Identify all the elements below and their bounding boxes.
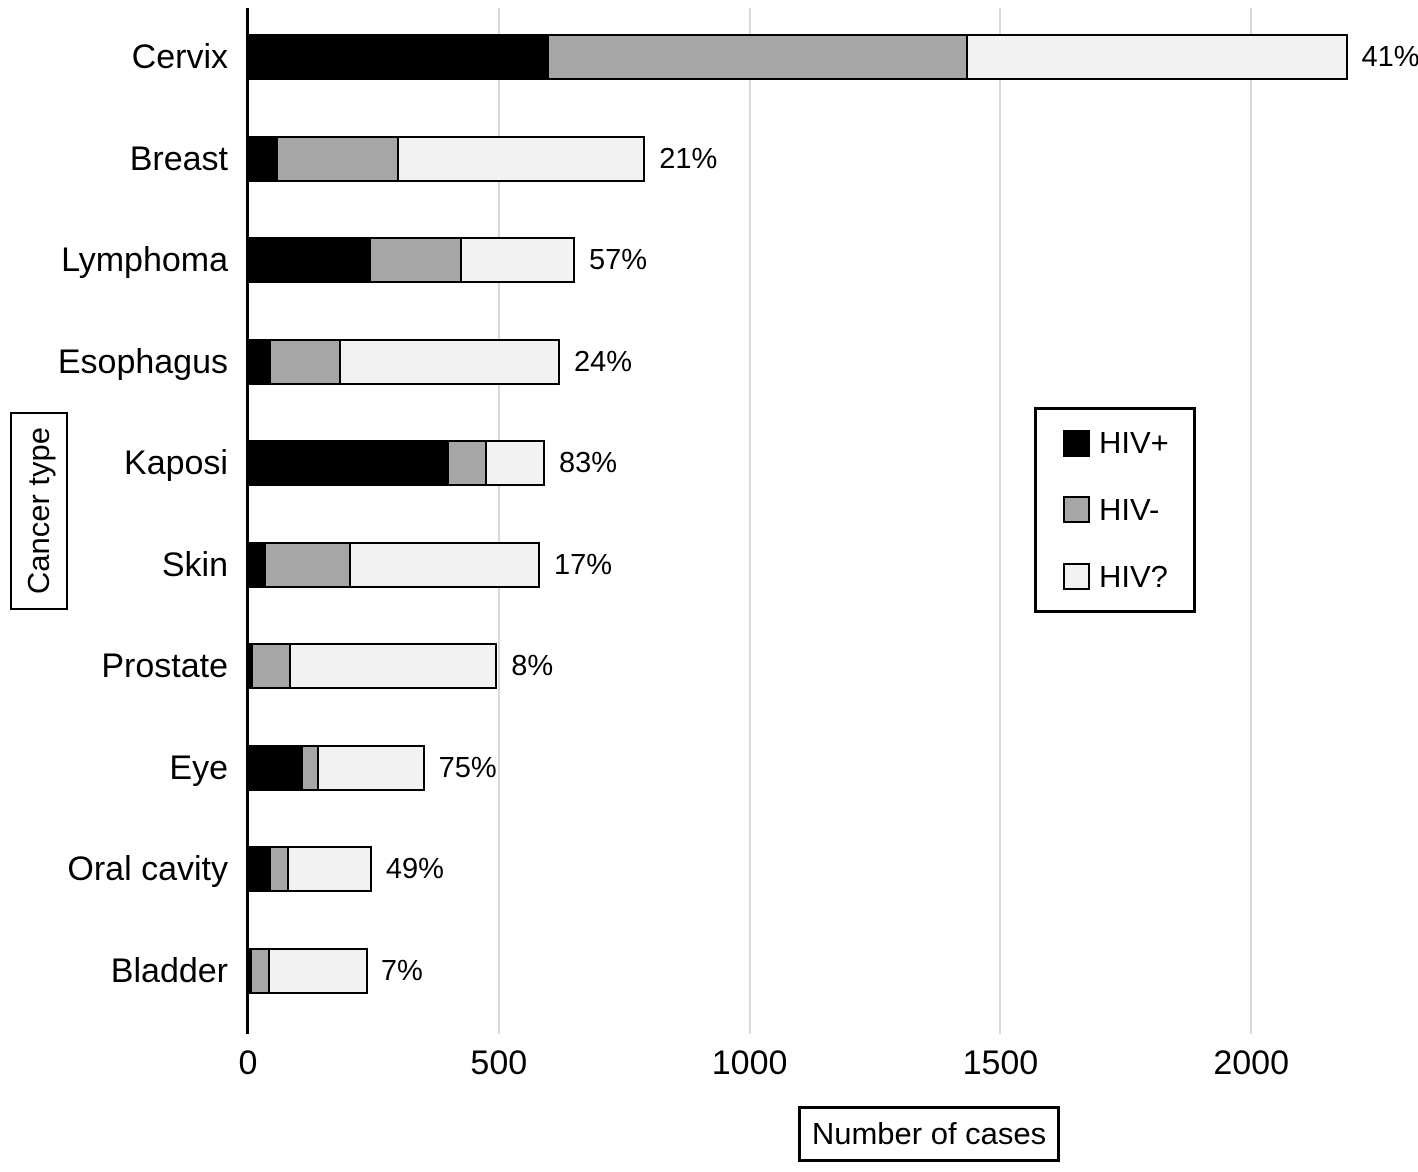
category-label-prostate: Prostate	[101, 647, 228, 685]
bar-row-prostate	[248, 643, 498, 689]
bar-row-cervix	[248, 34, 1348, 80]
x-tick-label-500: 500	[470, 1044, 528, 1082]
legend-label-hiv-unknown: HIV?	[1099, 558, 1168, 594]
bar-segment-hivunk	[268, 947, 369, 994]
bar-segment-hivunk	[966, 34, 1348, 80]
bar-segment-hivunk	[289, 643, 498, 689]
bar-segment-hivpos	[248, 237, 371, 283]
category-label-eye: Eye	[169, 748, 228, 787]
bar-row-eye	[248, 744, 425, 791]
bar-segment-hivneg	[263, 541, 352, 588]
x-axis-title-box: Number of cases	[798, 1106, 1060, 1162]
bar-row-bladder	[248, 947, 369, 994]
category-label-cervix: Cervix	[131, 38, 228, 76]
bar-row-breast	[248, 135, 646, 182]
bar-segment-hivunk	[349, 541, 540, 588]
legend-item-hiv-positive: HIV+	[1063, 425, 1193, 461]
category-label-oral-cavity: Oral cavity	[67, 850, 228, 888]
bar-segment-hivunk	[286, 846, 372, 892]
y-axis-line	[246, 8, 249, 1034]
bar-segment-hivneg	[250, 947, 271, 994]
category-label-kaposi: Kaposi	[124, 444, 228, 482]
x-tick-label-0: 0	[238, 1044, 258, 1082]
category-label-lymphoma: Lymphoma	[61, 241, 228, 279]
x-tick-label-1000: 1000	[711, 1044, 788, 1082]
category-label-breast: Breast	[129, 139, 228, 178]
bar-segment-hivneg	[251, 643, 292, 689]
bar-segment-hivneg	[546, 34, 969, 80]
x-tick-label-1500: 1500	[962, 1044, 1039, 1082]
bar-segment-hivpos	[248, 34, 549, 80]
bar-segment-hivpos	[248, 440, 449, 486]
legend-swatch-hiv-positive-icon	[1063, 429, 1090, 457]
bar-segment-hivneg	[276, 135, 399, 182]
gridline-1000	[748, 8, 751, 1034]
category-label-bladder: Bladder	[110, 951, 228, 990]
bar-row-lymphoma	[248, 237, 576, 283]
bar-value-label-prostate: 8%	[511, 650, 554, 682]
bar-row-kaposi	[248, 440, 545, 486]
bar-segment-hivunk	[484, 440, 545, 486]
bar-segment-hivneg	[368, 237, 462, 283]
bar-segment-hivunk	[396, 135, 646, 182]
legend-swatch-hiv-unknown-icon	[1063, 563, 1090, 591]
gridline-2000	[1250, 8, 1253, 1034]
bar-segment-hivunk	[316, 744, 425, 791]
y-axis-title-box: Cancer type	[10, 412, 68, 610]
bar-segment-hivpos	[248, 846, 271, 892]
bar-segment-hivpos	[248, 135, 279, 182]
category-label-skin: Skin	[161, 545, 228, 584]
x-axis-title: Number of cases	[811, 1116, 1047, 1151]
bar-row-oral-cavity	[248, 846, 372, 892]
legend-item-hiv-negative: HIV-	[1063, 492, 1193, 528]
legend-label-hiv-negative: HIV-	[1099, 491, 1160, 527]
bar-value-label-esophagus: 24%	[574, 345, 633, 378]
legend-item-hiv-unknown: HIV?	[1063, 559, 1193, 595]
gridline-1500	[999, 8, 1002, 1034]
legend-label-hiv-positive: HIV+	[1099, 425, 1169, 461]
bar-segment-hivpos	[248, 744, 304, 791]
bar-segment-hivneg	[268, 338, 342, 385]
bar-row-skin	[248, 541, 540, 588]
bar-segment-hivneg	[268, 846, 289, 892]
bar-value-label-kaposi: 83%	[558, 447, 617, 479]
x-tick-label-2000: 2000	[1213, 1044, 1289, 1082]
bar-row-esophagus	[248, 338, 560, 385]
gridline-500	[497, 8, 500, 1034]
bar-segment-hivneg	[446, 440, 487, 486]
legend-swatch-hiv-negative-icon	[1063, 496, 1090, 524]
legend: HIV+ HIV- HIV?	[1034, 407, 1196, 613]
bar-value-label-cervix: 41%	[1361, 41, 1418, 73]
bar-segment-hivunk	[339, 338, 560, 385]
bar-value-label-skin: 17%	[553, 548, 612, 581]
bar-value-label-bladder: 7%	[380, 954, 423, 987]
category-label-esophagus: Esophagus	[57, 342, 228, 381]
bar-value-label-breast: 21%	[659, 142, 718, 175]
bar-value-label-oral-cavity: 49%	[385, 853, 444, 885]
bar-value-label-lymphoma: 57%	[589, 244, 648, 276]
bar-value-label-eye: 75%	[438, 751, 497, 784]
bar-segment-hivpos	[248, 338, 271, 385]
bar-segment-hivunk	[459, 237, 576, 283]
